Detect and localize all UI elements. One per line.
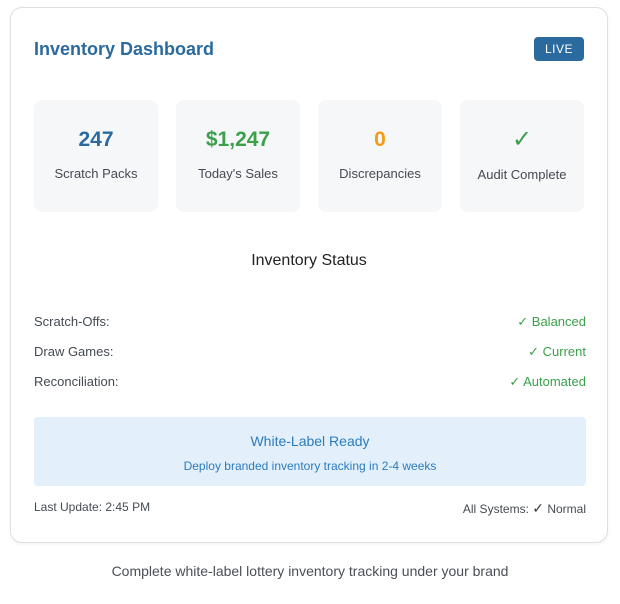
stat-value: $1,247 xyxy=(205,128,271,151)
last-update-text: Last Update: 2:45 PM xyxy=(34,500,151,514)
status-label: Draw Games: xyxy=(34,344,114,359)
status-row-scratch-offs: Scratch-Offs: ✓ Balanced xyxy=(34,314,586,344)
stats-row: 247 Scratch Packs $1,247 Today's Sales 0… xyxy=(34,100,586,212)
stat-value: 247 xyxy=(78,128,114,151)
status-row-reconciliation: Reconciliation: ✓ Automated xyxy=(34,374,586,404)
systems-status: All Systems: ✓ Normal xyxy=(463,500,586,517)
stat-label: Scratch Packs xyxy=(54,166,138,181)
status-row-draw-games: Draw Games: ✓ Current xyxy=(34,344,586,374)
stat-card-scratch-packs: 247 Scratch Packs xyxy=(34,100,158,212)
white-label-banner: White-Label Ready Deploy branded invento… xyxy=(34,417,586,486)
check-icon: ✓ xyxy=(532,500,544,516)
stat-card-todays-sales: $1,247 Today's Sales xyxy=(176,100,300,212)
status-value: ✓ Current xyxy=(528,344,586,359)
status-label: Scratch-Offs: xyxy=(34,314,110,329)
dashboard-header: Inventory Dashboard LIVE xyxy=(34,37,584,63)
white-label-title: White-Label Ready xyxy=(250,433,370,449)
dashboard-footer: Last Update: 2:45 PM All Systems: ✓ Norm… xyxy=(34,500,586,516)
stat-card-audit-complete: ✓ Audit Complete xyxy=(460,100,584,212)
stat-label: Audit Complete xyxy=(477,167,567,182)
caption: Complete white-label lottery inventory t… xyxy=(111,563,509,579)
systems-label: All Systems: xyxy=(462,502,533,516)
systems-status-value: Normal xyxy=(543,502,586,516)
stat-label: Today's Sales xyxy=(198,166,278,181)
live-badge: LIVE xyxy=(533,37,584,61)
dashboard-title: Inventory Dashboard xyxy=(34,39,215,59)
check-icon: ✓ xyxy=(511,126,533,153)
inventory-dashboard-card: Inventory Dashboard LIVE 247 Scratch Pac… xyxy=(10,7,608,543)
status-list: Scratch-Offs: ✓ Balanced Draw Games: ✓ C… xyxy=(34,314,586,404)
inventory-status-heading: Inventory Status xyxy=(251,252,367,269)
stat-value: 0 xyxy=(374,128,386,151)
status-value: ✓ Balanced xyxy=(517,314,586,329)
white-label-subtitle: Deploy branded inventory tracking in 2-4… xyxy=(183,459,437,473)
status-value: ✓ Automated xyxy=(509,374,586,389)
stat-label: Discrepancies xyxy=(339,166,421,181)
stat-card-discrepancies: 0 Discrepancies xyxy=(318,100,442,212)
status-label: Reconciliation: xyxy=(34,374,119,389)
